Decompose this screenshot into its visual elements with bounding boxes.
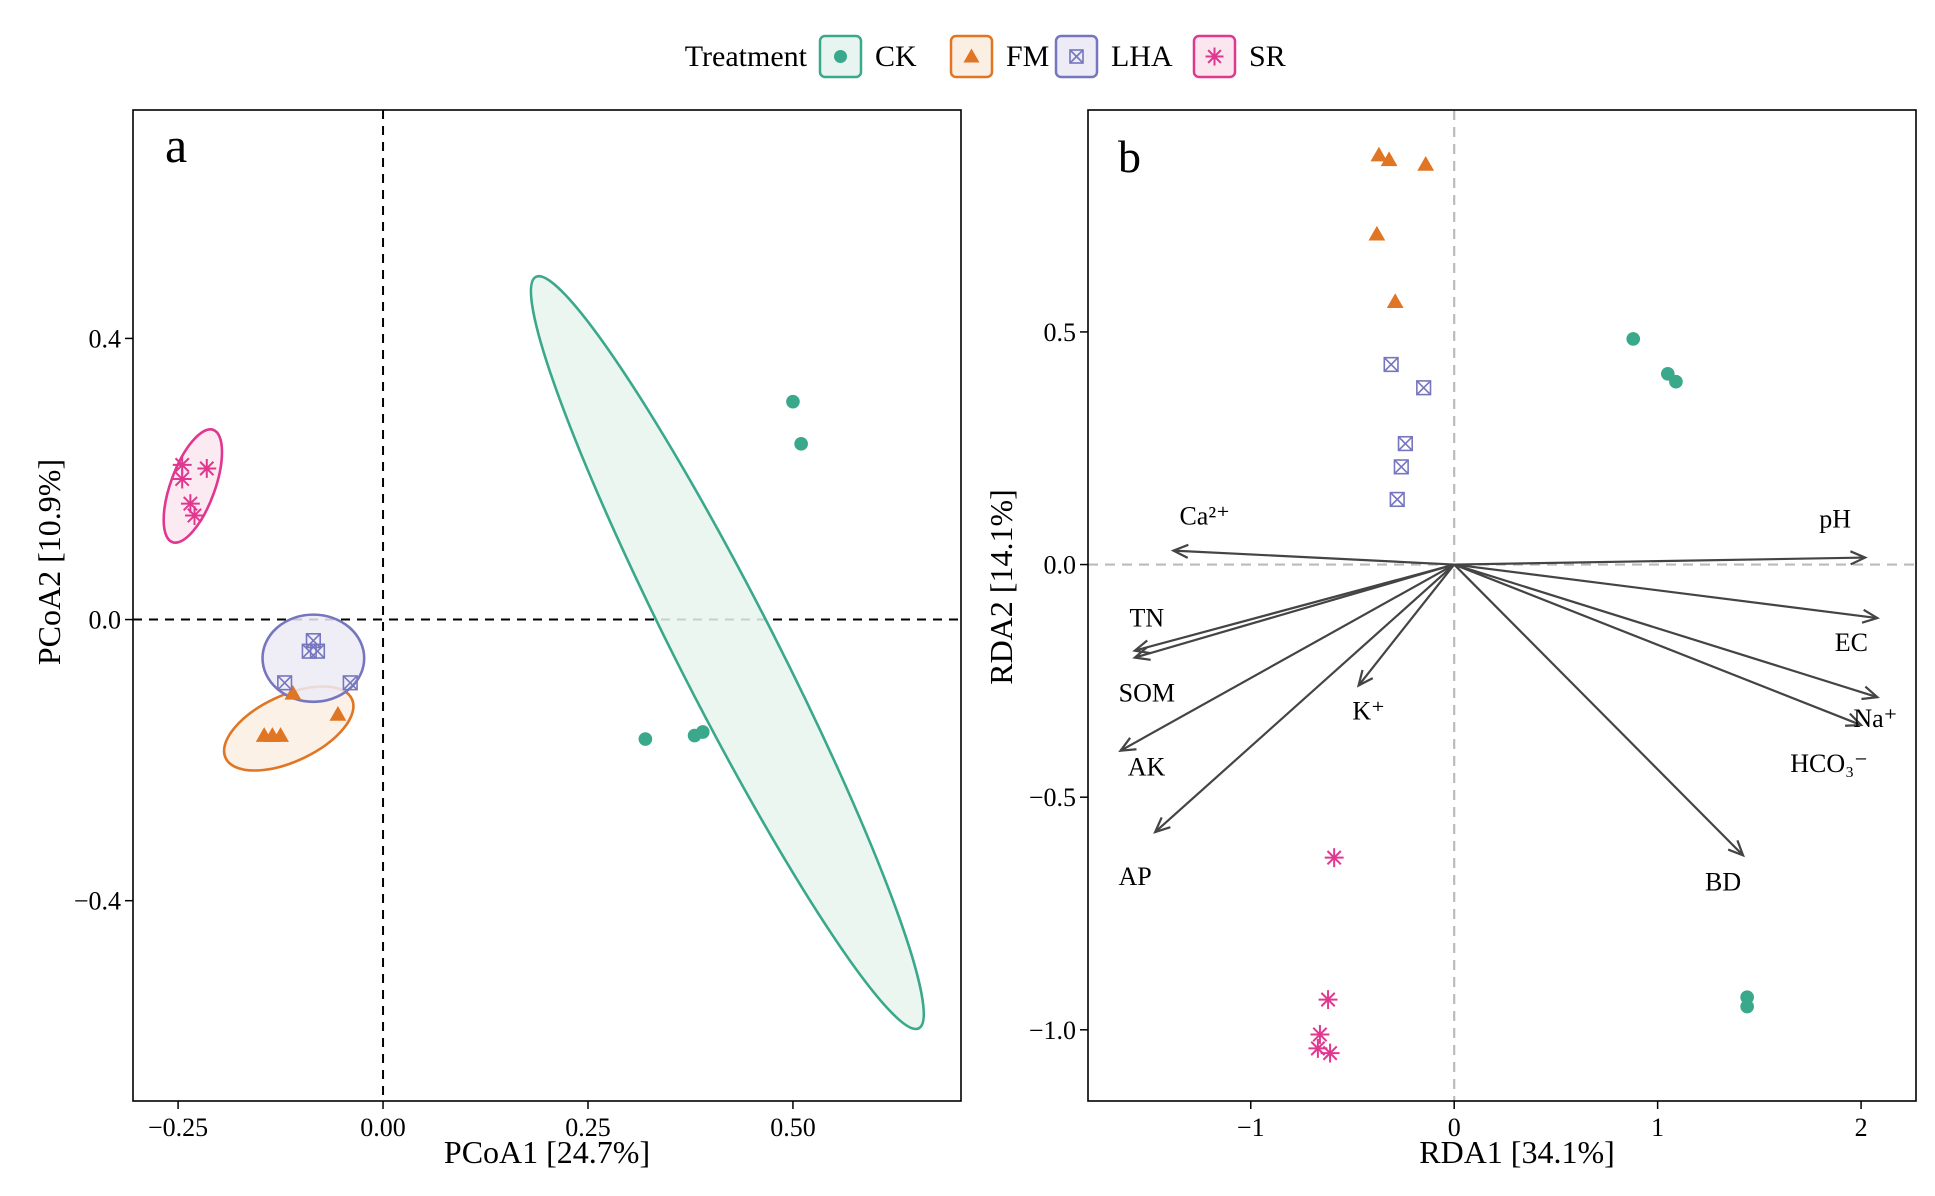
panel-b: −1 0 1 2 0.5 0.0 −0.5 −1.0 Ca²⁺ pH TN SOM AK AP K⁺ EC Na…	[1029, 109, 1917, 1142]
legend-label-sr: SR	[1249, 40, 1286, 73]
legend-asterisk-icon	[1205, 47, 1224, 66]
panel-a-ytick-label: 0.0	[89, 606, 122, 635]
panel-b-arrow-label-ak: AK	[1128, 753, 1166, 782]
panel-b-xlabel: RDA1 [34.1%]	[1419, 1134, 1615, 1170]
panel-a-ytick-label: 0.4	[89, 324, 122, 353]
panel-a-ellipse-fm	[222, 685, 355, 772]
panel-a-point-sr-3	[197, 458, 217, 478]
panel-b-ytick-label: −0.5	[1029, 783, 1076, 812]
panel-b-ylabel: RDA2 [14.1%]	[983, 489, 1019, 685]
panel-a-point-fm-3	[272, 727, 289, 742]
panel-b-arrow-label-ec: EC	[1835, 628, 1868, 657]
panel-b-point-ck-1	[1626, 332, 1641, 346]
legend-boxed-x-icon	[1069, 49, 1084, 64]
panel-a-xtick-label: 0.25	[565, 1113, 611, 1142]
legend: Treatment CK FM LHA SR	[685, 34, 1286, 79]
panel-a-ylabel: PCoA2 [10.9%]	[31, 459, 67, 665]
panel-b-arrow-label-ap: AP	[1119, 862, 1152, 891]
panel-b-arrow-bd	[1453, 563, 1745, 858]
panel-b-arrow-label-na: Na⁺	[1853, 704, 1897, 733]
legend-triangle-icon	[963, 48, 980, 63]
panel-b-point-fm-2	[1380, 151, 1398, 167]
panel-b-arrow-tn	[1132, 563, 1455, 655]
panel-a-point-lha-4	[309, 643, 326, 659]
panel-b-ytick-label: −1.0	[1029, 1016, 1076, 1045]
panel-b-point-fm-1	[1370, 146, 1388, 162]
panel-b-xtick-label: 0	[1448, 1113, 1461, 1142]
panel-b-point-sr-5	[1320, 1043, 1340, 1063]
legend-label-fm: FM	[1006, 40, 1049, 73]
legend-circle-icon	[834, 50, 847, 63]
panel-a-xtick-label: −0.25	[148, 1113, 208, 1142]
panel-a: −0.25 0.00 0.25 0.50 0.4 0.0 −0.4	[74, 109, 962, 1142]
panel-b-arrow-label-som: SOM	[1119, 679, 1175, 708]
panel-b-point-lha-4	[1393, 459, 1409, 475]
panel-a-letter: a	[165, 117, 187, 173]
panel-b-ytick-label: 0.0	[1044, 551, 1077, 580]
panel-b-point-sr-1	[1324, 848, 1344, 868]
panel-a-point-sr-5	[185, 506, 204, 525]
panel-a-point-sr-2	[172, 469, 192, 489]
panel-b-arrow-ap	[1153, 563, 1455, 834]
panel-a-ellipse-sr	[162, 428, 224, 544]
panel-b-point-sr-3	[1310, 1025, 1330, 1044]
panel-a-point-fm-4	[284, 684, 302, 700]
panel-a-ellipse-ck	[529, 274, 926, 1031]
panel-b-arrow-k	[1356, 563, 1456, 688]
panel-b-arrow-label-ca2: Ca²⁺	[1179, 502, 1229, 531]
panel-b-arrow-ak	[1118, 563, 1455, 752]
panel-b-point-lha-2	[1416, 380, 1432, 396]
legend-item-fm: FM	[949, 34, 1049, 79]
panel-b-arrow-label-bd: BD	[1705, 867, 1741, 896]
legend-item-sr: SR	[1192, 34, 1286, 79]
panel-b-arrow-na	[1453, 563, 1880, 701]
panel-b-point-ck-3	[1669, 374, 1683, 389]
panel-b-point-sr-2	[1318, 990, 1338, 1010]
legend-label-lha: LHA	[1111, 40, 1173, 73]
panel-b-point-fm-5	[1386, 293, 1404, 308]
panel-a-xtick-label: 0.00	[360, 1113, 406, 1142]
panel-b-point-ck-5	[1740, 999, 1754, 1014]
panel-a-point-lha-1	[277, 675, 293, 691]
panel-b-frame	[1087, 109, 1917, 1102]
panel-a-point-ck-2	[794, 437, 808, 451]
panel-a-point-ck-3	[638, 732, 653, 746]
panel-b-point-lha-1	[1383, 356, 1399, 373]
panel-a-xlabel: PCoA1 [24.7%]	[444, 1134, 650, 1170]
panel-b-point-lha-3	[1397, 435, 1413, 452]
panel-b-arrow-ec	[1454, 563, 1881, 624]
panel-b-letter: b	[1118, 131, 1141, 182]
panel-b-arrow-label-tn: TN	[1129, 604, 1164, 633]
legend-item-ck: CK	[818, 34, 917, 79]
panel-b-arrow-ph	[1454, 550, 1868, 566]
panel-b-arrow-label-hco3: HCO₃⁻	[1790, 749, 1868, 778]
panel-a-point-ck-1	[786, 394, 800, 409]
panel-a-point-fm-5	[329, 706, 347, 721]
panel-b-arrow-ca2	[1170, 543, 1455, 566]
panel-b-arrow-hco3	[1453, 563, 1864, 727]
panel-a-ytick-label: −0.4	[74, 887, 121, 916]
panel-a-point-ck-5	[695, 725, 710, 739]
panel-b-point-lha-5	[1389, 491, 1405, 508]
panel-b-point-fm-4	[1368, 225, 1386, 241]
panel-a-point-lha-5	[342, 675, 358, 691]
panel-b-arrow-label-ph: pH	[1819, 505, 1851, 534]
panel-a-xtick-label: 0.50	[770, 1113, 816, 1142]
panel-b-ytick-label: 0.5	[1044, 318, 1077, 347]
panel-a-frame	[132, 109, 962, 1102]
panel-b-point-fm-3	[1417, 156, 1435, 171]
panel-b-arrow-som	[1132, 563, 1455, 661]
panel-b-arrow-label-k: K⁺	[1352, 697, 1385, 726]
legend-label-ck: CK	[875, 40, 917, 73]
panel-b-xtick-label: 1	[1651, 1113, 1664, 1142]
panel-b-xtick-label: 2	[1855, 1113, 1868, 1142]
legend-title: Treatment	[685, 40, 808, 73]
panel-b-xtick-label: −1	[1237, 1113, 1265, 1142]
legend-item-lha: LHA	[1054, 34, 1173, 79]
